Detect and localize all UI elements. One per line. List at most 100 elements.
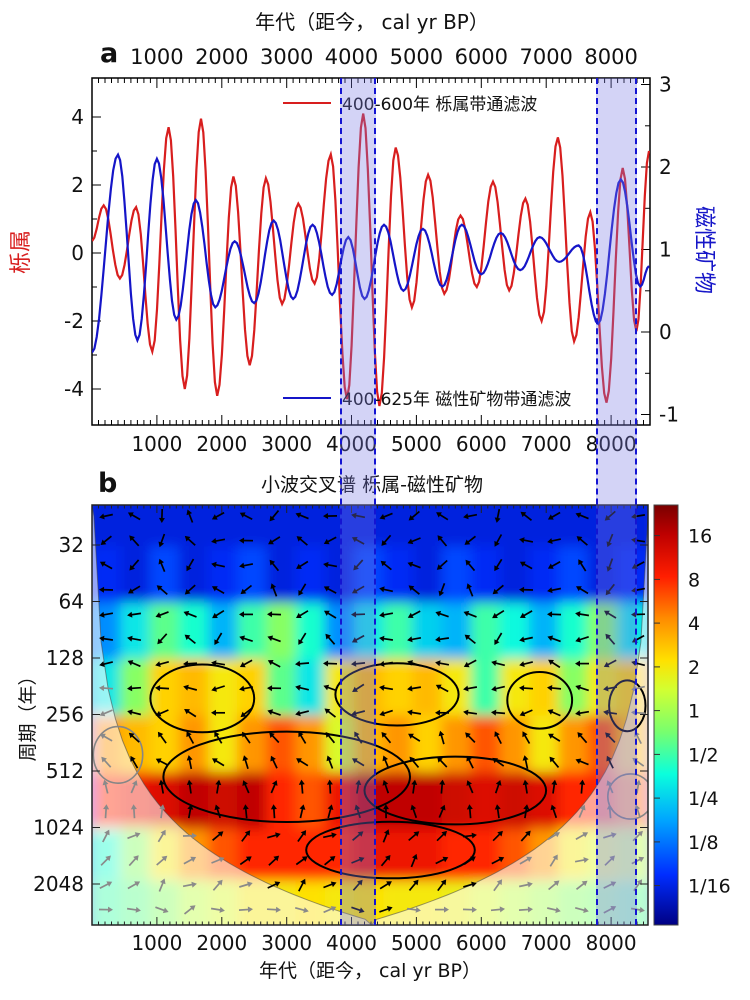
panel-b-x-tick-label: 6000 [456, 931, 507, 955]
phase-arrow [158, 878, 166, 892]
phase-arrow [407, 636, 422, 643]
phase-arrow [575, 635, 589, 643]
phase-arrow [267, 611, 282, 618]
phase-arrow [270, 755, 278, 769]
phase-arrow [492, 757, 505, 767]
phase-arrow [184, 584, 196, 595]
phase-arrow [241, 830, 251, 842]
phase-arrow [324, 610, 337, 619]
phase-arrow [214, 804, 222, 819]
phase-arrow [99, 709, 113, 717]
phase-arrow [323, 881, 337, 889]
phase-arrow [267, 660, 281, 668]
phase-arrow [186, 731, 195, 744]
phase-arrow [606, 780, 614, 794]
panel-a-top-tick-label: 2000 [195, 45, 248, 69]
phase-arrow [438, 730, 445, 745]
phase-arrow [296, 610, 309, 618]
phase-arrow [158, 533, 166, 548]
phase-arrow [158, 779, 165, 794]
phase-arrow [298, 632, 307, 645]
phase-arrow [551, 779, 558, 794]
phase-arrow [325, 732, 336, 744]
phase-arrow [575, 710, 590, 717]
colorbar-tick-label: 1 [688, 701, 700, 723]
panel-b-x-tick-label: 7000 [521, 931, 572, 955]
panel-b-x-tick-label: 8000 [586, 931, 637, 955]
phase-arrow [519, 661, 534, 667]
panel-a-bottom-tick-label: 3000 [261, 432, 312, 456]
phase-arrow [522, 755, 529, 769]
phase-arrow [127, 685, 142, 692]
phase-arrow [578, 804, 586, 818]
phase-arrow [157, 731, 167, 744]
phase-arrow [129, 559, 140, 571]
panel-a-top-tick-label: 5000 [390, 45, 443, 69]
phase-arrow [130, 755, 139, 769]
phase-arrow [270, 804, 277, 819]
phase-arrow [603, 881, 617, 889]
phase-arrow [547, 635, 561, 643]
phase-arrow [324, 856, 336, 866]
phase-arrow [294, 906, 309, 913]
phase-arrow [578, 559, 587, 572]
phase-arrow [437, 879, 447, 892]
phase-arrow [519, 685, 534, 692]
colorbar-tick-label: 1/2 [688, 744, 719, 766]
phase-arrow [603, 906, 617, 914]
phase-arrow [435, 636, 450, 643]
panel-a-left-axis-title: 栎属 [9, 230, 34, 275]
phase-arrow [548, 659, 561, 669]
significance-contour [607, 773, 648, 820]
panel-b-x-tick-label: 5000 [391, 931, 442, 955]
phase-arrow [270, 583, 278, 597]
phase-arrow [575, 832, 589, 840]
colorbar-tick-label: 2 [688, 657, 700, 679]
phase-arrow [352, 879, 363, 891]
phase-arrow [127, 512, 141, 521]
phase-arrow [296, 560, 309, 569]
phase-arrow [436, 830, 447, 842]
phase-arrow [379, 906, 393, 913]
phase-arrow [464, 634, 476, 645]
phase-arrow [379, 512, 393, 520]
phase-arrow [211, 538, 226, 544]
phase-arrow [187, 804, 194, 819]
phase-arrow [155, 758, 169, 766]
phase-arrow [379, 586, 393, 593]
phase-arrow [463, 709, 478, 716]
phase-arrow [407, 660, 421, 667]
phase-arrow [437, 756, 448, 768]
phase-arrow [323, 513, 338, 519]
phase-arrow [212, 609, 225, 619]
phase-arrow [102, 779, 109, 794]
panel-a-bottom-tick-label: 8000 [586, 432, 637, 456]
phase-arrow [466, 804, 473, 819]
phase-arrow [408, 510, 420, 521]
phase-arrow [494, 780, 502, 794]
phase-arrow [156, 855, 168, 866]
phase-arrow [603, 709, 618, 716]
panel-a-bottom-tick-label: 7000 [521, 432, 572, 456]
phase-arrow [297, 830, 307, 842]
panel-a-top-tick-label: 8000 [584, 45, 637, 69]
phase-arrow [381, 732, 392, 744]
phase-arrow [436, 512, 449, 521]
phase-arrow [579, 779, 586, 794]
phase-arrow [239, 659, 253, 668]
phase-arrow [351, 856, 365, 864]
phase-arrow [438, 582, 446, 597]
phase-arrow [212, 879, 223, 891]
phase-arrow [298, 779, 305, 794]
panel-b-y-tick-label: 32 [59, 533, 84, 557]
phase-arrow [492, 609, 505, 619]
phase-arrow [352, 831, 364, 841]
phase-arrow [183, 610, 197, 618]
phase-arrow [519, 881, 533, 888]
phase-arrow [268, 536, 281, 545]
phase-arrow [242, 731, 251, 744]
panel-a-right-tick-label: 0 [659, 320, 672, 344]
phase-arrow [494, 731, 502, 744]
phase-arrow [575, 512, 589, 520]
